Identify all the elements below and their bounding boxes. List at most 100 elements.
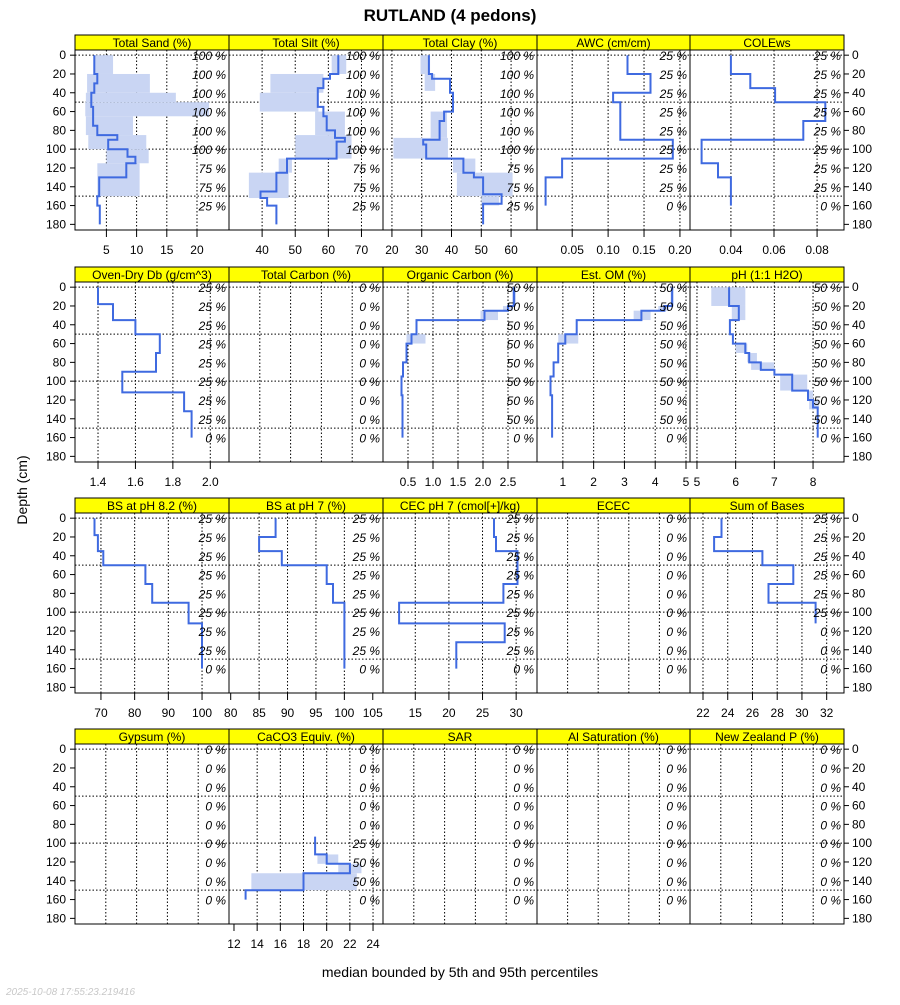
y-tick-label: 180 [46, 217, 66, 231]
data-coverage-label: 100 % [192, 49, 226, 63]
strip-label: Total Sand (%) [113, 36, 192, 50]
x-tick-label: 20 [190, 243, 204, 257]
panel-oven-dry-db-g-cm-3: Oven-Dry Db (g/cm^3)25 %25 %25 %25 %25 %… [46, 266, 230, 489]
chart-title: RUTLAND (4 pedons) [364, 6, 537, 25]
y-tick-label: 160 [46, 662, 66, 676]
y-tick-label: 120 [46, 855, 66, 869]
data-coverage-label: 0 % [205, 781, 226, 795]
data-coverage-label: 0 % [666, 550, 687, 564]
y-tick-label: 0 [852, 280, 859, 294]
data-coverage-label: 0 % [359, 663, 380, 677]
data-coverage-label: 0 % [513, 743, 534, 757]
data-coverage-label: 100 % [500, 87, 534, 101]
data-coverage-label: 0 % [359, 800, 380, 814]
y-tick-label: 180 [46, 911, 66, 925]
data-coverage-label: 0 % [666, 587, 687, 601]
y-tick-label: 120 [852, 393, 872, 407]
data-coverage-label: 75 % [199, 162, 227, 176]
panel-border [689, 281, 845, 463]
y-tick-label: 180 [852, 911, 872, 925]
data-coverage-label: 0 % [666, 606, 687, 620]
y-tick-label: 0 [852, 511, 859, 525]
data-coverage-label: 25 % [813, 106, 842, 120]
data-coverage-label: 50 % [814, 356, 842, 370]
x-tick-label: 105 [363, 706, 383, 720]
strip-label: BS at pH 8.2 (%) [107, 499, 197, 513]
x-tick-label: 3 [621, 475, 628, 489]
y-tick-label: 60 [852, 799, 866, 813]
x-tick-label: 25 [476, 706, 490, 720]
data-coverage-label: 25 % [813, 550, 842, 564]
x-tick-label: 10 [130, 243, 144, 257]
data-coverage-label: 0 % [666, 781, 687, 795]
x-tick-label: 70 [355, 243, 369, 257]
strip-label: Total Carbon (%) [261, 268, 351, 282]
data-coverage-label: 0 % [513, 781, 534, 795]
data-coverage-label: 50 % [507, 338, 535, 352]
y-tick-label: 20 [852, 530, 866, 544]
data-coverage-label: 25 % [198, 375, 227, 389]
data-coverage-label: 50 % [660, 319, 688, 333]
y-tick-label: 60 [53, 568, 67, 582]
x-tick-label: 60 [322, 243, 336, 257]
x-tick-label: 6 [732, 475, 739, 489]
percentile-band [97, 163, 140, 197]
data-coverage-label: 25 % [198, 625, 227, 639]
y-tick-label: 120 [852, 855, 872, 869]
data-coverage-label: 50 % [814, 338, 842, 352]
strip-label: Al Saturation (%) [568, 730, 659, 744]
y-tick-label: 20 [53, 67, 67, 81]
panel-gypsum: Gypsum (%) 0 % 0 % 0 % 0 % 0 % 0 % 0 % 0 % 0 % 0 20… [46, 728, 230, 925]
y-tick-label: 40 [852, 780, 866, 794]
panel-total-silt: Total Silt (%) 100 % 100 % 100 % 100 % 100 % 1… [228, 34, 384, 257]
y-tick-label: 160 [852, 662, 872, 676]
x-tick-label: 85 [252, 706, 266, 720]
data-coverage-label: 25 % [813, 606, 842, 620]
percentile-band [248, 172, 289, 199]
strip-label: New Zealand P (%) [715, 730, 819, 744]
panel-caco3-equiv: CaCO3 Equiv. (%) 0 % 0 % 0 % 0 % 0 % 25 % 50 % 5… [227, 728, 384, 951]
y-tick-label: 80 [53, 355, 67, 369]
y-tick-label: 80 [852, 586, 866, 600]
data-coverage-label: 0 % [359, 781, 380, 795]
data-coverage-label: 50 % [353, 875, 381, 889]
y-tick-label: 160 [852, 431, 872, 445]
x-tick-label: 20 [320, 937, 334, 951]
data-coverage-label: 0 % [820, 837, 841, 851]
data-coverage-label: 25 % [813, 531, 842, 545]
data-coverage-label: 25 % [813, 569, 842, 583]
x-tick-label: 30 [415, 243, 429, 257]
y-tick-label: 0 [852, 742, 859, 756]
panels-group: Total Sand (%)100 %100 %100 %100 %100 %1… [46, 34, 872, 951]
data-coverage-label: 0 % [205, 663, 226, 677]
percentile-band [558, 334, 579, 344]
strip-label: AWC (cm/cm) [576, 36, 650, 50]
y-tick-label: 120 [46, 624, 66, 638]
data-coverage-label: 25 % [659, 124, 688, 138]
y-tick-label: 100 [46, 605, 66, 619]
x-tick-label: 80 [224, 706, 238, 720]
data-coverage-label: 0 % [205, 762, 226, 776]
panel-total-carbon: Total Carbon (%) 0 % 0 % 0 % 0 % 0 % 0 % 0 % 0 %… [228, 266, 384, 463]
strip-label: Est. OM (%) [581, 268, 646, 282]
x-tick-label: 22 [696, 706, 710, 720]
y-tick-label: 100 [852, 374, 872, 388]
data-coverage-label: 0 % [205, 875, 226, 889]
data-coverage-label: 25 % [506, 606, 535, 620]
data-coverage-label: 100 % [346, 106, 380, 120]
data-coverage-label: 0 % [205, 818, 226, 832]
x-tick-label: 100 [192, 706, 212, 720]
data-coverage-label: 0 % [820, 894, 841, 908]
data-coverage-label: 25 % [352, 837, 381, 851]
data-coverage-label: 50 % [814, 394, 842, 408]
data-coverage-label: 0 % [513, 856, 534, 870]
percentile-band [278, 158, 292, 173]
data-coverage-label: 25 % [506, 531, 535, 545]
data-coverage-label: 25 % [813, 124, 842, 138]
y-tick-label: 140 [46, 874, 66, 888]
y-tick-label: 100 [46, 374, 66, 388]
y-tick-label: 0 [59, 280, 66, 294]
y-tick-label: 40 [53, 318, 67, 332]
percentile-band [317, 854, 339, 864]
